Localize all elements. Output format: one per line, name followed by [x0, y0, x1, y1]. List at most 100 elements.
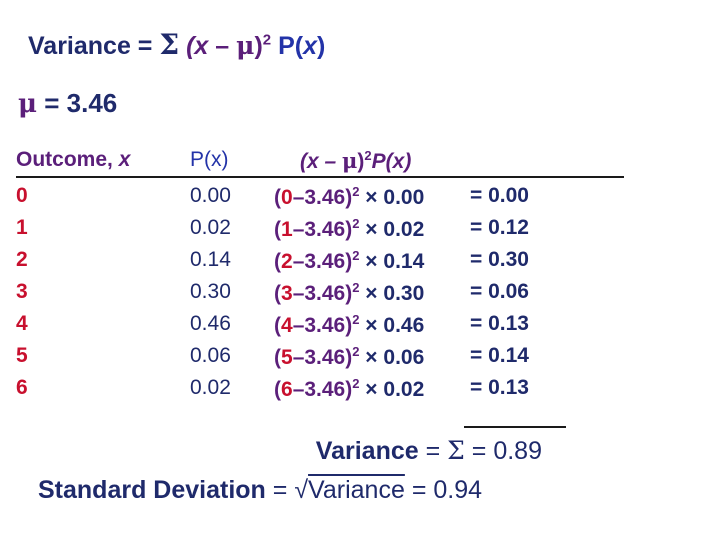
- formula-p-close: ): [316, 32, 326, 60]
- row-outcome: 1: [16, 216, 28, 239]
- row-result: = 0.13: [470, 376, 529, 399]
- formula-mu: μ: [236, 31, 255, 60]
- row-px: 0.30: [190, 280, 231, 303]
- calc-open: (: [274, 282, 281, 305]
- row-result: = 0.30: [470, 248, 529, 271]
- std-dev-label: Standard Deviation: [38, 476, 266, 504]
- mean-value: = 3.46: [37, 88, 118, 118]
- calc-mid: –3.46): [292, 250, 353, 273]
- row-result: = 0.13: [470, 312, 529, 335]
- variance-label: Variance: [315, 437, 419, 465]
- variance-result: Variance = Σ = 0.89: [316, 436, 542, 466]
- row-calculation: (1–3.46)2 × 0.02: [274, 216, 424, 242]
- calc-x: 5: [281, 346, 293, 369]
- mean-line: μ = 3.46: [18, 88, 117, 119]
- row-calculation: (5–3.46)2 × 0.06: [274, 344, 424, 370]
- header-calc-open: (x –: [300, 150, 343, 173]
- std-dev-eq: = √: [265, 476, 309, 504]
- table-row: 1 0.02 (1–3.46)2 × 0.02 = 0.12: [0, 216, 720, 248]
- table-row: 2 0.14 (2–3.46)2 × 0.14 = 0.30: [0, 248, 720, 280]
- formula-open: (x: [179, 32, 209, 60]
- table-row: 4 0.46 (4–3.46)2 × 0.46 = 0.13: [0, 312, 720, 344]
- calc-exp: 2: [352, 376, 360, 391]
- variance-eq: =: [418, 437, 448, 465]
- std-dev-radicand: Variance: [308, 476, 405, 504]
- row-result: = 0.14: [470, 344, 529, 367]
- formula-x: x: [303, 32, 317, 60]
- header-outcome: Outcome, x: [16, 148, 130, 172]
- row-calculation: (0–3.46)2 × 0.00: [274, 184, 424, 210]
- header-calc-exp: 2: [364, 148, 372, 163]
- mu-symbol: μ: [18, 89, 38, 119]
- table-row: 6 0.02 (6–3.46)2 × 0.02 = 0.13: [0, 376, 720, 408]
- row-px: 0.02: [190, 376, 231, 399]
- calc-tail: × 0.14: [359, 250, 425, 273]
- header-calc-close: ): [357, 150, 365, 173]
- formula-exponent: 2: [262, 31, 272, 49]
- std-dev-value: = 0.94: [404, 476, 483, 504]
- row-calculation: (3–3.46)2 × 0.30: [274, 280, 424, 306]
- calc-x: 6: [281, 378, 293, 401]
- calc-exp: 2: [352, 344, 360, 359]
- header-px: P(x): [190, 148, 229, 171]
- variance-value: = 0.89: [464, 437, 542, 465]
- row-px: 0.02: [190, 216, 231, 239]
- calc-mid: –3.46): [292, 282, 353, 305]
- calc-x: 3: [281, 282, 293, 305]
- row-px: 0.14: [190, 248, 231, 271]
- calc-mid: –3.46): [292, 186, 353, 209]
- row-result: = 0.06: [470, 280, 529, 303]
- calc-x: 0: [281, 186, 293, 209]
- row-result: = 0.12: [470, 216, 529, 239]
- row-outcome: 5: [16, 344, 28, 367]
- calc-tail: × 0.00: [359, 186, 425, 209]
- formula-prefix: Variance =: [28, 32, 160, 60]
- calc-open: (: [274, 346, 281, 369]
- header-calc-tail: P(x): [371, 150, 412, 173]
- row-outcome: 0: [16, 184, 28, 207]
- row-outcome: 2: [16, 248, 28, 271]
- formula-close: ): [254, 32, 263, 60]
- row-calculation: (2–3.46)2 × 0.14: [274, 248, 424, 274]
- header-outcome-label: Outcome,: [16, 148, 119, 171]
- table-row: 5 0.06 (5–3.46)2 × 0.06 = 0.14: [0, 344, 720, 376]
- header-calc-mu: μ: [342, 148, 358, 173]
- calc-open: (: [274, 378, 281, 401]
- row-px: 0.00: [190, 184, 231, 207]
- calc-tail: × 0.46: [359, 314, 425, 337]
- variance-formula: Variance = Σ (x – μ)2 P(x): [28, 28, 325, 61]
- row-calculation: (6–3.46)2 × 0.02: [274, 376, 424, 402]
- calc-x: 1: [281, 218, 293, 241]
- calc-exp: 2: [352, 280, 360, 295]
- sum-rule: [464, 426, 566, 428]
- header-outcome-var: x: [118, 148, 131, 171]
- row-outcome: 3: [16, 280, 28, 303]
- calc-open: (: [274, 218, 281, 241]
- calc-mid: –3.46): [292, 218, 353, 241]
- row-px: 0.06: [190, 344, 231, 367]
- calc-mid: –3.46): [292, 346, 353, 369]
- calc-tail: × 0.02: [359, 378, 425, 401]
- calc-exp: 2: [352, 216, 360, 231]
- calc-mid: –3.46): [292, 314, 353, 337]
- calc-x: 2: [281, 250, 293, 273]
- row-outcome: 6: [16, 376, 28, 399]
- formula-p: P(: [271, 32, 304, 60]
- std-dev-result: Standard Deviation = √Variance = 0.94: [38, 476, 482, 505]
- calc-x: 4: [281, 314, 293, 337]
- table-row: 0 0.00 (0–3.46)2 × 0.00 = 0.00: [0, 184, 720, 216]
- calc-mid: –3.46): [292, 378, 353, 401]
- header-rule: [16, 176, 624, 178]
- calc-open: (: [274, 186, 281, 209]
- row-px: 0.46: [190, 312, 231, 335]
- calc-exp: 2: [352, 312, 360, 327]
- calc-open: (: [274, 250, 281, 273]
- variance-sigma: Σ: [447, 436, 465, 465]
- header-calc: (x – μ)2P(x): [300, 148, 411, 174]
- formula-minus: –: [208, 32, 237, 60]
- calc-tail: × 0.02: [359, 218, 425, 241]
- sigma-symbol: Σ: [159, 28, 180, 61]
- row-outcome: 4: [16, 312, 28, 335]
- calc-exp: 2: [352, 184, 360, 199]
- calc-tail: × 0.06: [359, 346, 425, 369]
